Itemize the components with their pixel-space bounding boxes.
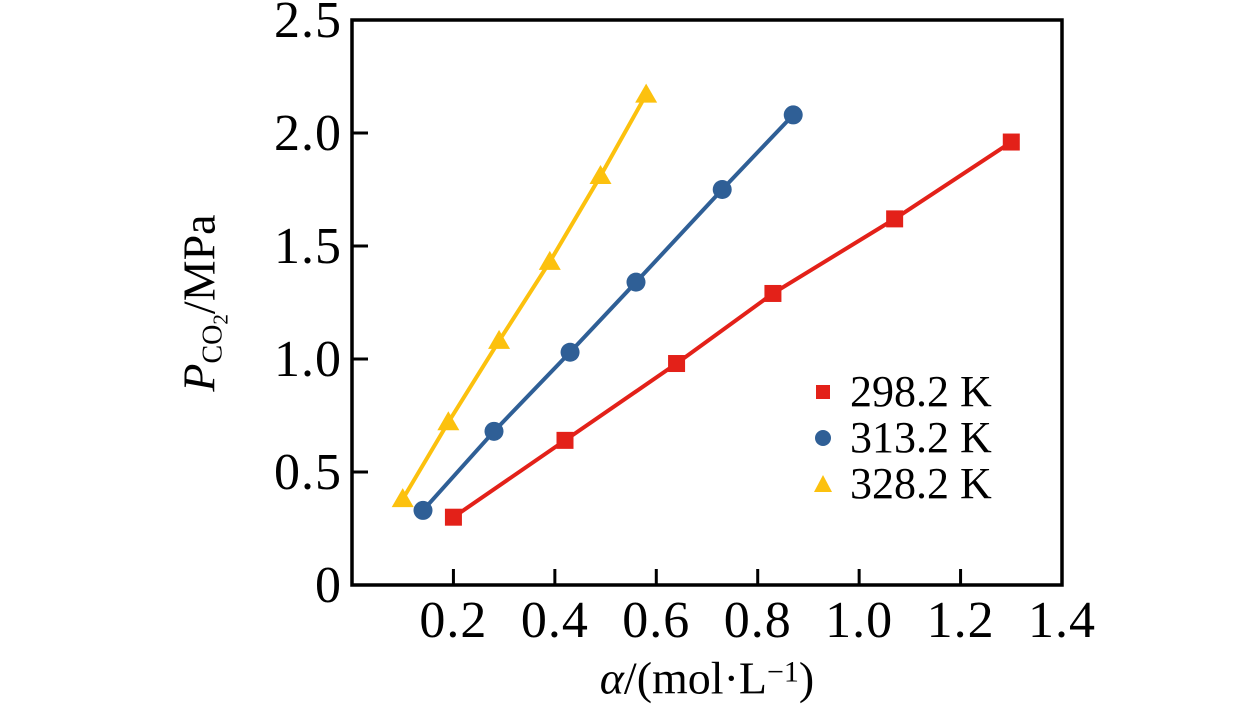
data-point-circle [712,180,732,199]
data-point-triangle [488,329,511,349]
x-axis-variable: α [599,652,624,704]
x-tick-label: 0.4 [521,592,589,649]
y-tick-label: 1.0 [274,331,342,388]
data-point-circle [560,342,580,362]
data-point-square [764,284,782,302]
y-tick-label: 0.5 [274,444,342,501]
legend-circle-icon [815,430,831,446]
data-point-square [556,431,574,449]
y-axis-title: PCO2/MPa [173,214,233,392]
legend-item: 313.2 K [806,415,992,461]
y-tick-label: 2.5 [274,0,342,49]
y-axis-subscript: CO2 [197,314,233,364]
legend-square-icon [816,385,830,399]
data-point-circle [413,500,433,520]
series-line-313.2-K [421,112,796,513]
data-point-triangle [437,411,460,431]
data-point-circle [783,105,803,125]
legend-triangle-icon [814,475,832,492]
legend-label: 328.2 K [850,459,992,508]
data-point-triangle [589,164,612,184]
data-point-triangle [538,250,561,270]
data-point-square [1002,133,1020,151]
data-point-square [886,210,904,228]
x-tick-label: 1.0 [825,592,893,649]
y-tick-label: 2.0 [274,105,342,162]
data-point-circle [626,272,646,292]
legend-label: 298.2 K [850,367,992,416]
x-tick-label: 0.8 [724,592,792,649]
legend: 298.2 K 313.2 K 328.2 K [806,369,992,507]
x-tick-label: 1.2 [927,592,995,649]
plot-frame [350,18,1064,587]
data-point-triangle [391,488,414,508]
data-point-square [668,355,686,373]
x-axis-exponent: −1 [766,655,799,689]
legend-item: 298.2 K [806,369,992,415]
y-tick-label: 0 [315,557,342,614]
x-tick-label: 0.6 [622,592,690,649]
series-line-328.2-K [400,92,649,502]
x-tick-label: 1.4 [1028,592,1096,649]
x-tick-label: 0.2 [419,592,487,649]
data-point-triangle [635,83,658,103]
data-point-circle [484,421,504,441]
series-line-298.2-K [451,140,1014,520]
legend-label: 313.2 K [850,413,992,462]
y-axis-variable: P [173,363,225,392]
data-point-square [444,508,462,526]
legend-item: 328.2 K [806,461,992,507]
x-axis-title: α/(mol·L−1) [599,652,815,704]
y-tick-label: 1.5 [274,218,342,275]
